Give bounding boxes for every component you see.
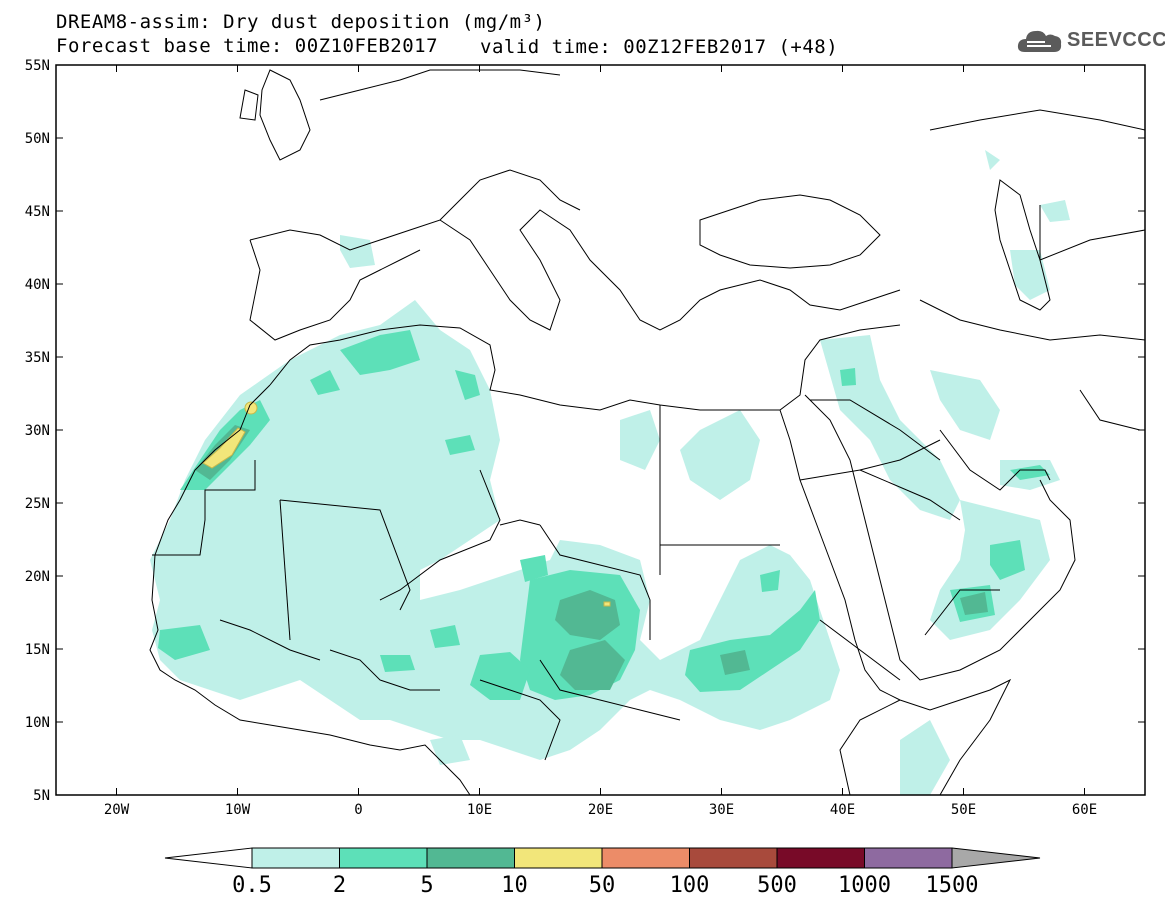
lat-label: 45N: [25, 204, 50, 220]
lat-label: 40N: [25, 277, 50, 293]
lon-label: 20W: [104, 802, 130, 818]
colorbar-label: 0.5: [232, 873, 272, 898]
lon-label: 10W: [225, 802, 251, 818]
seevccc-logo: SEEVCCC: [1015, 24, 1165, 58]
colorbar-swatch: [689, 847, 778, 869]
colorbar: 0.5 2 5 10 50 100 500 1000 1500: [164, 847, 1041, 898]
colorbar-label: 1000: [838, 873, 891, 898]
lon-label: 20E: [588, 802, 613, 818]
lon-label: 50E: [951, 802, 976, 818]
lon-label: 40E: [830, 802, 855, 818]
lon-label: 60E: [1072, 802, 1097, 818]
lat-label: 25N: [25, 496, 50, 512]
colorbar-swatch: [514, 847, 603, 869]
colorbar-swatch: [776, 847, 865, 869]
lat-label: 35N: [25, 350, 50, 366]
colorbar-label: 2: [333, 873, 346, 898]
colorbar-label: 500: [757, 873, 797, 898]
lat-label: 55N: [25, 58, 50, 74]
colorbar-swatch: [426, 847, 515, 869]
cloud-icon: [1017, 30, 1062, 52]
logo-text: SEEVCCC: [1067, 29, 1165, 51]
lon-label: 10E: [467, 802, 492, 818]
dust-field-low: [150, 150, 1070, 795]
valid-time: valid time: 00Z12FEB2017 (+48): [480, 36, 839, 58]
lat-label: 50N: [25, 131, 50, 147]
colorbar-under-arrow: [164, 847, 253, 869]
lat-label: 10N: [25, 715, 50, 731]
colorbar-over-arrow: [951, 847, 1041, 869]
forecast-base-time: Forecast base time: 00Z10FEB2017: [56, 35, 439, 57]
colorbar-swatch: [339, 847, 428, 869]
colorbar-label: 50: [589, 873, 616, 898]
colorbar-swatch: [251, 847, 340, 869]
longitude-axis: 20W 10W 0 10E 20E 30E 40E 50E 60E: [104, 65, 1097, 818]
lon-label: 0: [354, 802, 362, 818]
colorbar-label: 10: [501, 873, 528, 898]
map-title: DREAM8-assim: Dry dust deposition (mg/m³…: [56, 11, 546, 33]
colorbar-label: 100: [670, 873, 710, 898]
lat-label: 15N: [25, 642, 50, 658]
lat-label: 5N: [33, 788, 50, 804]
lon-label: 30E: [709, 802, 734, 818]
lat-label: 20N: [25, 569, 50, 585]
coastlines-borders: [149, 69, 1146, 796]
colorbar-label: 1500: [926, 873, 979, 898]
colorbar-swatch: [601, 847, 690, 869]
colorbar-swatch: [864, 847, 953, 869]
latitude-axis: 55N 50N 45N 40N 35N 30N 25N 20N 15N 10N 5N: [25, 58, 1145, 804]
lat-label: 30N: [25, 423, 50, 439]
colorbar-label: 5: [420, 873, 433, 898]
